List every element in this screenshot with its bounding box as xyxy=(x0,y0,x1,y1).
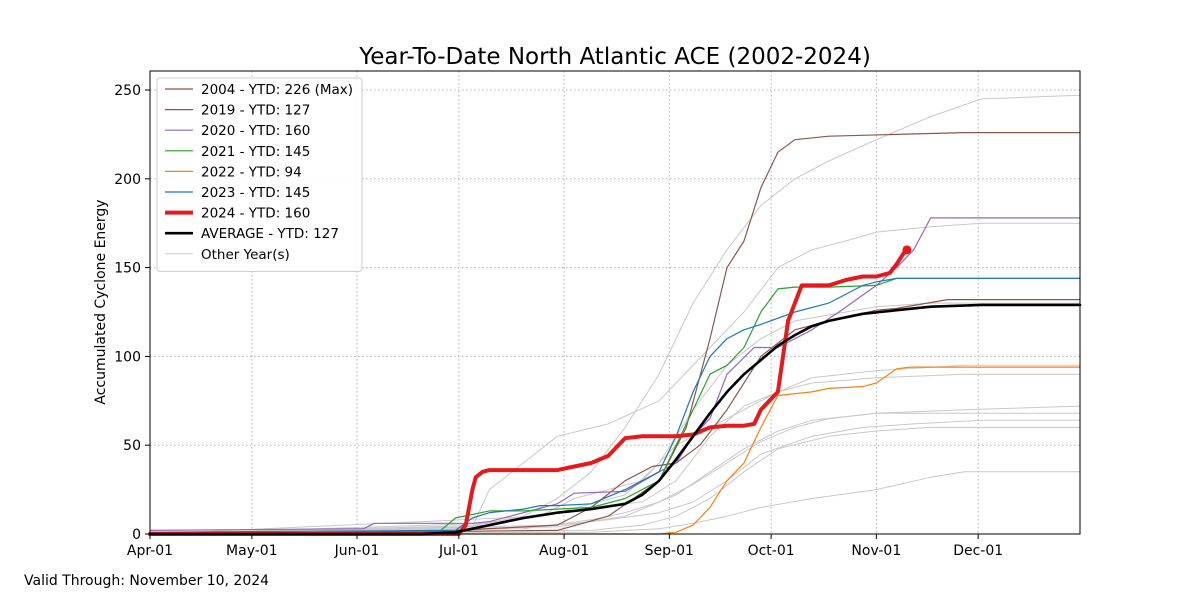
legend-label: AVERAGE - YTD: 127 xyxy=(201,226,339,242)
chart-title: Year-To-Date North Atlantic ACE (2002-20… xyxy=(358,44,871,70)
y-tick-label: 50 xyxy=(123,438,141,454)
series-line-2024 xyxy=(148,247,909,536)
legend: 2004 - YTD: 226 (Max) 2019 - YTD: 127 2020… xyxy=(156,77,363,272)
legend-label: 2023 - YTD: 145 xyxy=(201,185,310,201)
plot-frame xyxy=(149,70,1081,535)
y-tick-label: 150 xyxy=(114,261,141,277)
legend-label: 2019 - YTD: 127 xyxy=(201,103,310,119)
legend-label: Other Year(s) xyxy=(201,247,290,263)
legend-label: 2004 - YTD: 226 (Max) xyxy=(201,82,353,98)
other-year-line xyxy=(149,471,1081,535)
x-tick-label: Oct-01 xyxy=(748,543,795,559)
y-axis: 0 50 100 150 200 250 xyxy=(114,83,150,543)
x-tick-label: May-01 xyxy=(226,543,278,559)
other-year-line xyxy=(149,222,1081,535)
y-axis-label: Accumulated Cyclone Energy xyxy=(93,199,109,404)
other-year-line xyxy=(149,426,1081,535)
x-tick-label: Jun-01 xyxy=(334,543,380,559)
x-axis: Apr-01 May-01 Jun-01 Jul-01 Aug-01 Sep-01 Oct-… xyxy=(127,534,1003,559)
series-line-2023 xyxy=(149,277,1081,533)
other-year-line xyxy=(149,94,1081,535)
x-tick-label: Jul-01 xyxy=(438,543,479,559)
series-line-2019 xyxy=(149,299,1081,535)
legend-box xyxy=(156,77,363,272)
other-year-line xyxy=(149,412,1081,535)
legend-label: 2024 - YTD: 160 xyxy=(201,206,310,222)
x-tick-label: Aug-01 xyxy=(539,543,589,559)
legend-label: 2021 - YTD: 145 xyxy=(201,144,310,160)
x-tick-label: Apr-01 xyxy=(127,543,173,559)
x-tick-label: Sep-01 xyxy=(645,543,694,559)
other-year-line xyxy=(149,373,1081,535)
series-line-average xyxy=(148,303,1082,536)
series-2024-end-marker xyxy=(902,245,912,255)
x-tick-label: Nov-01 xyxy=(851,543,901,559)
y-tick-label: 0 xyxy=(132,527,141,543)
y-tick-label: 100 xyxy=(114,349,141,365)
other-year-line xyxy=(149,419,1081,535)
legend-label: 2022 - YTD: 94 xyxy=(201,164,302,180)
x-tick-label: Dec-01 xyxy=(953,543,1003,559)
y-tick-label: 250 xyxy=(114,83,141,99)
y-tick-label: 200 xyxy=(114,172,141,188)
series-line-2021 xyxy=(149,277,1081,535)
other-year-line xyxy=(149,302,1081,535)
other-year-line xyxy=(149,405,1081,535)
valid-through-note: Valid Through: November 10, 2024 xyxy=(24,573,270,589)
series-line-2020 xyxy=(149,217,1081,532)
legend-label: 2020 - YTD: 160 xyxy=(201,123,310,139)
series-lines xyxy=(148,94,1082,536)
series-line-2022 xyxy=(149,366,1081,535)
